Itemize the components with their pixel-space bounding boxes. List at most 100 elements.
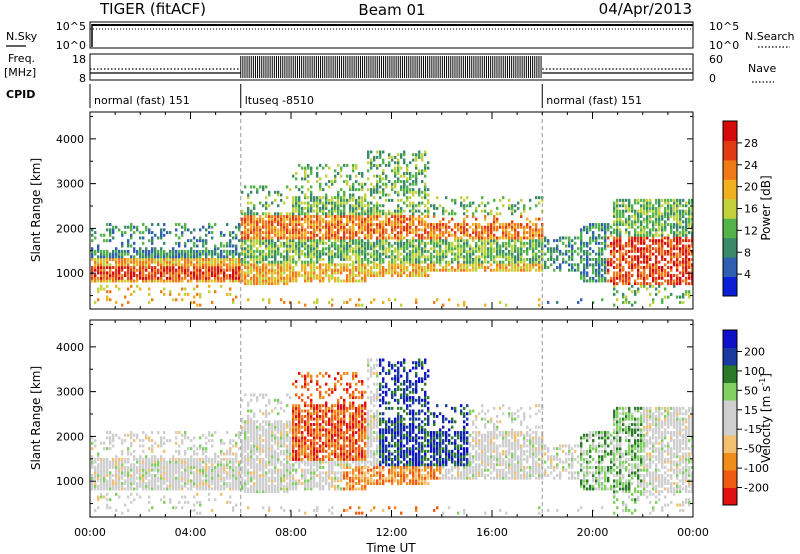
power-cell	[124, 266, 127, 270]
power-cell	[217, 252, 220, 256]
power-cell	[370, 193, 373, 197]
power-cell	[316, 196, 319, 200]
power-cell	[259, 279, 262, 283]
power-cell	[313, 231, 316, 235]
power-cell	[628, 300, 631, 304]
velocity-cell	[154, 484, 157, 488]
power-cell	[181, 263, 184, 267]
power-cell	[316, 180, 319, 184]
nsky-trace	[90, 24, 693, 47]
power-cell	[505, 247, 508, 251]
power-cell	[109, 276, 112, 280]
velocity-cell	[169, 500, 172, 504]
power-cell	[313, 204, 316, 208]
power-colorbar-scale	[723, 121, 737, 297]
power-cell	[565, 244, 568, 248]
power-cell	[688, 249, 691, 253]
power-cell	[223, 244, 226, 248]
power-cell	[670, 292, 673, 296]
velocity-cell	[121, 468, 124, 472]
power-cell	[199, 239, 202, 243]
power-cell	[259, 185, 262, 189]
power-cell	[625, 298, 628, 302]
power-cell	[592, 239, 595, 243]
velocity-cell	[160, 471, 163, 475]
velocity-cell	[124, 460, 127, 464]
power-cell	[292, 236, 295, 240]
velocity-cell	[157, 484, 160, 488]
power-cell	[352, 196, 355, 200]
power-cell	[148, 292, 151, 296]
velocity-cell	[106, 460, 109, 464]
power-cell	[262, 276, 265, 280]
power-cell	[595, 279, 598, 283]
power-cell	[454, 233, 457, 237]
power-cell	[199, 276, 202, 280]
power-cell	[490, 268, 493, 272]
velocity-cell	[124, 468, 127, 472]
power-cell	[475, 255, 478, 259]
power-cell	[130, 257, 133, 261]
power-cell	[376, 209, 379, 213]
velocity-cell	[136, 476, 139, 480]
power-cell	[277, 231, 280, 235]
power-cell	[304, 236, 307, 240]
power-cell	[676, 217, 679, 221]
power-cell	[319, 214, 322, 218]
power-cell	[568, 255, 571, 259]
power-cell	[637, 260, 640, 264]
power-cell	[310, 233, 313, 237]
power-cell	[586, 231, 589, 235]
power-cell	[235, 233, 238, 237]
power-cell	[490, 252, 493, 256]
power-cell	[670, 206, 673, 210]
power-cell	[181, 276, 184, 280]
power-cell	[616, 282, 619, 286]
power-cell	[664, 257, 667, 261]
power-cell	[589, 241, 592, 245]
power-cell	[553, 247, 556, 251]
power-cell	[253, 236, 256, 240]
power-cell	[394, 214, 397, 218]
power-cell	[358, 214, 361, 218]
power-cell	[220, 244, 223, 248]
power-cell	[322, 166, 325, 170]
power-cell	[511, 263, 514, 267]
power-cell	[562, 257, 565, 261]
power-cell	[124, 257, 127, 261]
velocity-cell	[97, 457, 100, 461]
velocity-cell	[115, 460, 118, 464]
power-cell	[661, 223, 664, 227]
velocity-cell	[139, 495, 142, 499]
power-cell	[421, 196, 424, 200]
power-cell	[613, 271, 616, 275]
velocity-cell	[190, 439, 193, 443]
power-cell	[325, 231, 328, 235]
power-cell	[349, 298, 352, 302]
power-cell	[472, 252, 475, 256]
power-cell	[625, 260, 628, 264]
power-cell	[427, 266, 430, 270]
power-cell	[373, 190, 376, 194]
velocity-cell	[160, 436, 163, 440]
power-cell	[556, 239, 559, 243]
power-cell	[688, 239, 691, 243]
power-cell	[415, 266, 418, 270]
velocity-cell	[139, 444, 142, 448]
power-cell	[415, 233, 418, 237]
velocity-cell	[190, 479, 193, 483]
velocity-cell	[157, 431, 160, 435]
power-cell	[397, 190, 400, 194]
power-cell	[208, 225, 211, 229]
power-cell	[352, 266, 355, 270]
power-cell	[394, 236, 397, 240]
velocity-cell	[121, 471, 124, 475]
power-cell	[238, 260, 241, 264]
power-cell	[604, 225, 607, 229]
power-cell	[334, 241, 337, 245]
power-cell	[271, 263, 274, 267]
power-cell	[616, 298, 619, 302]
power-cell	[319, 209, 322, 213]
power-cell	[352, 163, 355, 167]
power-cell	[433, 206, 436, 210]
